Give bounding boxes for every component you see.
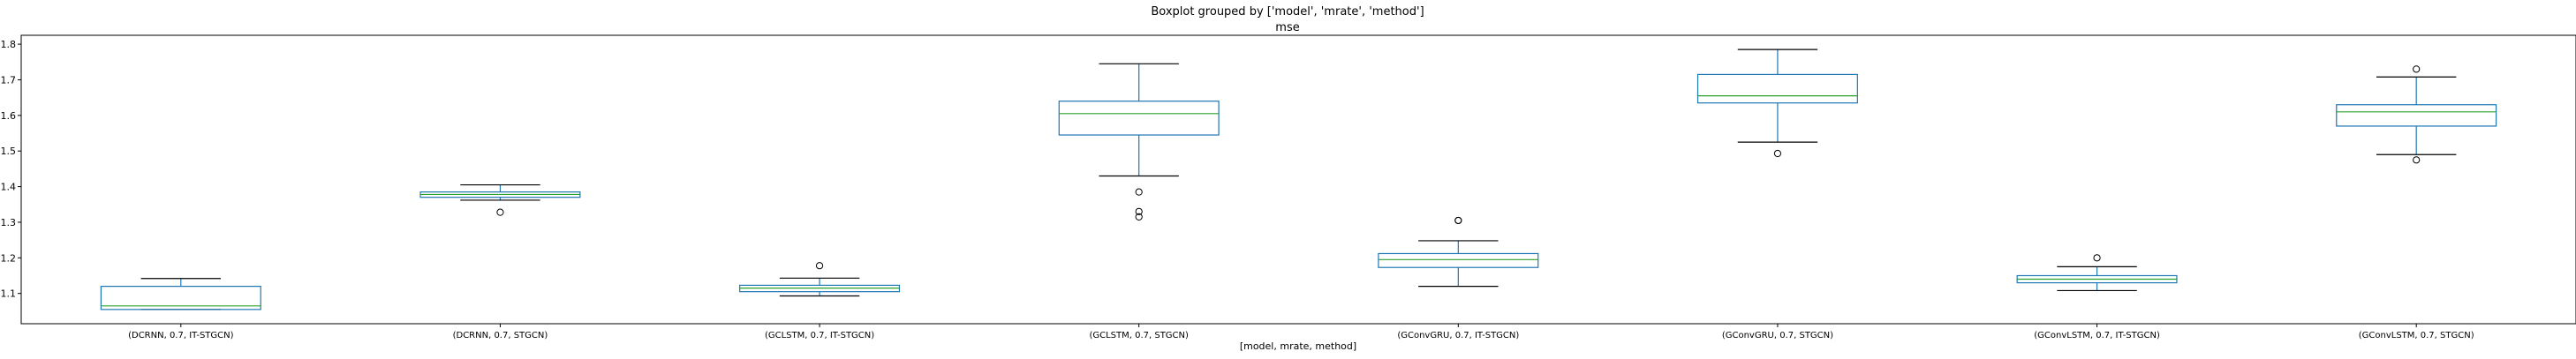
chart-suptitle: Boxplot grouped by ['model', 'mrate', 'm…	[1151, 5, 1424, 19]
box-flier	[815, 262, 824, 270]
box-series	[100, 49, 2497, 310]
box-flier	[496, 208, 504, 216]
box-body	[1378, 252, 1539, 268]
x-axis-label: [model, mrate, method]	[1240, 340, 1356, 352]
box-flier	[2093, 254, 2101, 262]
box-group	[1696, 49, 1858, 158]
x-tick-label: (GConvLSTM, 0.7, STGCN)	[2359, 331, 2474, 340]
box-body	[100, 286, 261, 310]
y-tick-label: 1.7	[1, 74, 17, 86]
box-group	[1378, 216, 1539, 288]
box-group	[2016, 254, 2178, 292]
box-group	[1058, 63, 1220, 221]
x-tick-label: (GCLSTM, 0.7, IT-STGCN)	[765, 331, 874, 340]
box-flier	[1135, 213, 1143, 221]
box-group	[739, 262, 901, 297]
x-axis: (DCRNN, 0.7, IT-STGCN) (DCRNN, 0.7, STGCN…	[128, 324, 2474, 340]
box-group	[100, 278, 261, 310]
box-flier	[1773, 149, 1782, 158]
box-body	[2336, 104, 2497, 127]
chart-title: mse	[1275, 21, 1299, 34]
box-flier	[1454, 216, 1462, 225]
y-axis: 1.1 1.2 1.3 1.4 1.5 1.6 1.7 1.8	[1, 39, 21, 300]
x-tick-label: (GConvLSTM, 0.7, IT-STGCN)	[2034, 331, 2160, 340]
box-flier	[1135, 207, 1143, 215]
x-tick-label: (GCLSTM, 0.7, STGCN)	[1089, 331, 1189, 340]
x-tick-label: (DCRNN, 0.7, STGCN)	[453, 331, 548, 340]
y-tick-label: 1.2	[1, 252, 17, 264]
y-tick-label: 1.5	[1, 146, 17, 157]
y-tick-label: 1.8	[1, 39, 17, 50]
y-tick-label: 1.1	[1, 288, 17, 300]
plot-frame	[20, 34, 2576, 325]
x-tick-label: (DCRNN, 0.7, IT-STGCN)	[128, 331, 234, 340]
x-tick-label: (GConvGRU, 0.7, IT-STGCN)	[1397, 331, 1519, 340]
box-body	[1696, 73, 1858, 104]
box-flier	[2413, 156, 2421, 164]
y-tick-label: 1.6	[1, 110, 17, 122]
box-group	[419, 183, 581, 216]
box-flier	[2413, 65, 2421, 73]
box-body	[1058, 101, 1220, 136]
box-group	[2336, 65, 2497, 164]
x-tick-label: (GConvGRU, 0.7, STGCN)	[1722, 331, 1833, 340]
box-flier	[1135, 188, 1143, 196]
y-tick-label: 1.4	[1, 182, 17, 193]
y-tick-label: 1.3	[1, 217, 17, 228]
